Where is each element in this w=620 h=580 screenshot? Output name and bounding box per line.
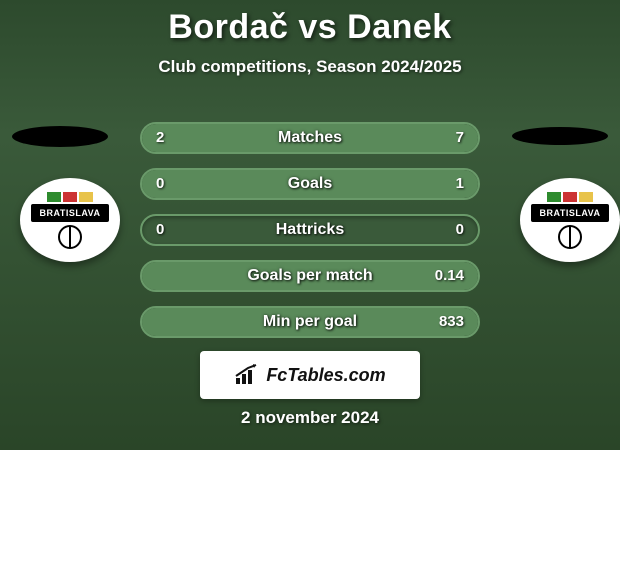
flag-square	[63, 192, 77, 202]
stat-value-right: 0	[456, 216, 464, 244]
badge-flags	[47, 192, 93, 202]
stat-value-right: 833	[439, 308, 464, 336]
club-badge-left: BRATISLAVA	[20, 178, 120, 262]
stat-label: Min per goal	[142, 308, 478, 336]
flag-square	[79, 192, 93, 202]
stat-row: Min per goal833	[140, 306, 480, 338]
badge-city-strip: BRATISLAVA	[531, 204, 609, 222]
badge-city-strip: BRATISLAVA	[31, 204, 109, 222]
stat-row: Goals per match0.14	[140, 260, 480, 292]
brand-box[interactable]: FcTables.com	[200, 351, 420, 399]
badge-ball-icon	[558, 225, 582, 249]
subtitle: Club competitions, Season 2024/2025	[0, 57, 620, 77]
brand-text: FcTables.com	[266, 365, 385, 386]
below-blank-area	[0, 450, 620, 580]
flag-square	[47, 192, 61, 202]
chart-icon	[234, 364, 260, 386]
stat-label: Matches	[142, 124, 478, 152]
stat-row: 0Hattricks0	[140, 214, 480, 246]
stat-value-right: 0.14	[435, 262, 464, 290]
stat-value-right: 7	[456, 124, 464, 152]
flag-square	[579, 192, 593, 202]
flag-square	[563, 192, 577, 202]
stat-value-right: 1	[456, 170, 464, 198]
badge-flags	[547, 192, 593, 202]
badge-ball-icon	[58, 225, 82, 249]
shadow-oval-right	[512, 127, 608, 145]
shadow-oval-left	[12, 126, 108, 147]
stat-label: Goals per match	[142, 262, 478, 290]
stat-label: Hattricks	[142, 216, 478, 244]
stat-row: 2Matches7	[140, 122, 480, 154]
flag-square	[547, 192, 561, 202]
page-title: Bordač vs Danek	[0, 0, 620, 47]
date-line: 2 november 2024	[0, 408, 620, 428]
stat-label: Goals	[142, 170, 478, 198]
stat-row: 0Goals1	[140, 168, 480, 200]
stats-area: 2Matches70Goals10Hattricks0Goals per mat…	[140, 122, 480, 352]
comparison-card: Bordač vs Danek Club competitions, Seaso…	[0, 0, 620, 450]
club-badge-right: BRATISLAVA	[520, 178, 620, 262]
